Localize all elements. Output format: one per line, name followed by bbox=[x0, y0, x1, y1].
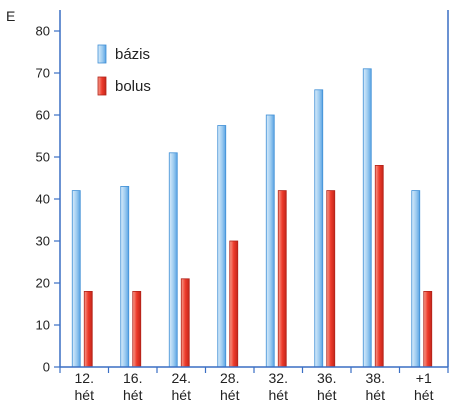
y-axis-label: E bbox=[6, 8, 15, 24]
bar-bolus-1 bbox=[132, 290, 142, 368]
x-ticks-group: 12.hét16.hét24.hét28.hét32.hét36.hét38.h… bbox=[59, 367, 449, 403]
x-tick-label: hét bbox=[414, 387, 434, 403]
bar-bolus-7 bbox=[423, 290, 433, 368]
y-tick-label: 50 bbox=[36, 150, 50, 165]
x-tick-label: 36. bbox=[317, 370, 336, 386]
bar-bazis-2 bbox=[168, 152, 178, 368]
bar-bolus-6 bbox=[374, 164, 384, 368]
y-ticks-group: 0 10 20 30 40 50 60 70 80 bbox=[36, 24, 60, 375]
bar-bolus-3 bbox=[229, 240, 239, 368]
y-tick-label: 10 bbox=[36, 318, 50, 333]
bar-bazis-1 bbox=[120, 185, 130, 368]
x-tick-label: 24. bbox=[172, 370, 191, 386]
bar-bazis-5 bbox=[314, 89, 324, 368]
legend-swatch-bazis bbox=[97, 44, 107, 64]
bar-bolus-2 bbox=[180, 278, 190, 368]
bar-bazis-3 bbox=[217, 125, 227, 368]
x-tick-label: hét bbox=[172, 387, 192, 403]
bar-bolus-0 bbox=[83, 290, 93, 368]
legend-label-bazis: bázis bbox=[115, 46, 150, 63]
bar-bazis-4 bbox=[265, 114, 275, 368]
bar-bolus-4 bbox=[277, 190, 287, 368]
x-tick-label: hét bbox=[220, 387, 240, 403]
x-tick-label: 32. bbox=[269, 370, 288, 386]
x-tick-label: +1 bbox=[416, 370, 432, 386]
y-tick-label: 60 bbox=[36, 108, 50, 123]
axes-group bbox=[59, 10, 449, 368]
bar-bazis-0 bbox=[71, 190, 81, 368]
x-tick-label: 38. bbox=[366, 370, 385, 386]
x-tick-label: hét bbox=[269, 387, 289, 403]
y-tick-label: 80 bbox=[36, 24, 50, 39]
y-tick-label: 20 bbox=[36, 276, 50, 291]
x-tick-label: 12. bbox=[75, 370, 94, 386]
x-tick-label: 16. bbox=[123, 370, 142, 386]
legend-label-bolus: bolus bbox=[115, 78, 151, 95]
x-tick-label: hét bbox=[317, 387, 337, 403]
bar-bazis-7 bbox=[411, 190, 421, 368]
legend: bázis bolus bbox=[97, 44, 151, 96]
x-tick-label: hét bbox=[75, 387, 95, 403]
x-tick-label: hét bbox=[123, 387, 143, 403]
legend-swatch-bolus bbox=[97, 76, 107, 96]
y-tick-label: 0 bbox=[43, 360, 50, 375]
bars-group bbox=[71, 68, 433, 368]
x-tick-label: hét bbox=[366, 387, 386, 403]
bar-bazis-6 bbox=[362, 68, 372, 368]
bar-bolus-5 bbox=[326, 190, 336, 368]
y-tick-label: 40 bbox=[36, 192, 50, 207]
y-tick-label: 70 bbox=[36, 66, 50, 81]
y-tick-label: 30 bbox=[36, 234, 50, 249]
x-tick-label: 28. bbox=[220, 370, 239, 386]
